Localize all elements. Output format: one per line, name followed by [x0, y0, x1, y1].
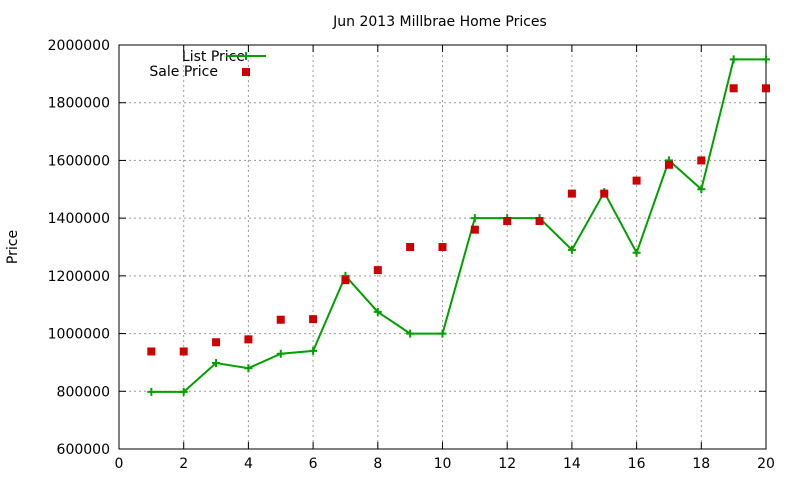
sale-price-point [632, 176, 641, 185]
sale-price-point [276, 315, 285, 324]
x-tick-label: 0 [115, 456, 124, 472]
y-tick-label: 1800000 [48, 96, 110, 112]
sale-price-point [503, 217, 512, 226]
sale-price-point [600, 189, 609, 198]
x-tick-label: 4 [244, 456, 253, 472]
chart-title: Jun 2013 Millbrae Home Prices [332, 14, 547, 30]
sale-price-point [147, 347, 156, 356]
list-price-point [470, 214, 479, 223]
y-tick-label: 1400000 [48, 211, 110, 227]
x-tick-label: 18 [692, 456, 710, 472]
list-price-point [147, 387, 156, 396]
x-tick-label: 10 [434, 456, 452, 472]
sale-price-point [535, 217, 544, 226]
list-price-point [567, 245, 576, 254]
sale-price-point [244, 335, 253, 344]
list-price-point [697, 185, 706, 194]
x-tick-label: 8 [373, 456, 382, 472]
x-tick-label: 12 [498, 456, 516, 472]
list-price-point [762, 55, 770, 64]
y-tick-label: 2000000 [48, 38, 110, 54]
legend-marker-sale-price [242, 68, 250, 76]
x-tick-label: 20 [757, 456, 775, 472]
y-tick-label: 600000 [57, 442, 110, 458]
y-tick-label: 1200000 [48, 269, 110, 285]
sale-price-point [179, 347, 188, 356]
list-price-point [729, 55, 738, 64]
list-price-point [373, 307, 382, 316]
list-price-point [406, 329, 415, 338]
y-tick-label: 800000 [57, 384, 110, 400]
x-tick-label: 16 [628, 456, 646, 472]
sale-price-point [729, 84, 738, 93]
list-price-point [632, 248, 641, 257]
legend-label-list-price: List Price [182, 49, 245, 65]
sale-price-point [567, 189, 576, 198]
sale-price-point [373, 266, 382, 275]
sale-price-point [406, 243, 415, 251]
sale-price-point [697, 156, 706, 165]
y-axis-label: Price [5, 230, 21, 264]
legend-label-sale-price: Sale Price [149, 64, 218, 80]
list-price-point [438, 329, 447, 338]
x-tick-label: 2 [179, 456, 188, 472]
list-price-point [179, 387, 188, 396]
sale-price-point [664, 160, 673, 169]
list-price-point [212, 359, 221, 368]
list-price-point [309, 346, 318, 355]
sale-price-point [438, 243, 447, 251]
sale-price-point [762, 84, 770, 93]
legend-marker-list-price [242, 52, 250, 60]
sale-price-point [309, 315, 318, 324]
list-price-point [276, 349, 285, 358]
x-tick-label: 14 [563, 456, 581, 472]
sale-price-point [212, 338, 221, 347]
axes: 0 2 4 6 8 10 12 14 16 18 20 600000 800000 1000000 1200… [48, 38, 775, 472]
sale-price-point [341, 276, 350, 285]
y-tick-label: 1600000 [48, 153, 110, 169]
y-tick-label: 1000000 [48, 327, 110, 343]
sale-price-point [470, 225, 479, 234]
x-tick-label: 6 [309, 456, 318, 472]
series [147, 55, 770, 396]
list-price-point [244, 364, 253, 373]
list-price-line [151, 58, 766, 393]
